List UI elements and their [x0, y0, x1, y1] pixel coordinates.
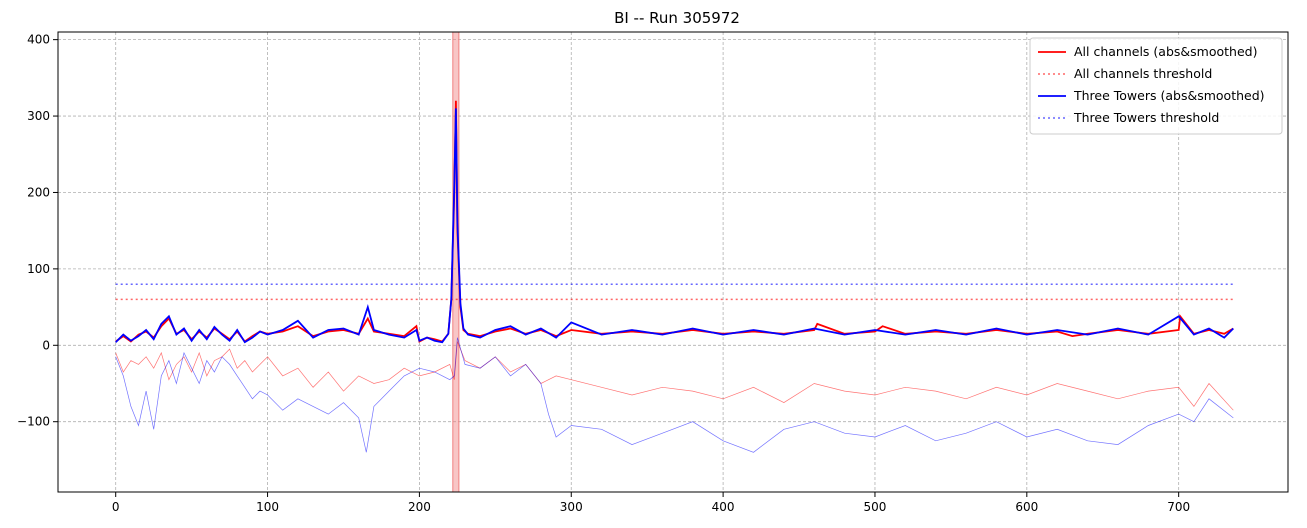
- legend-box: [1029, 37, 1283, 135]
- series-line-raw: [115, 337, 1234, 453]
- series-layer: [115, 100, 1234, 453]
- x-tick-label: 500: [864, 500, 887, 514]
- legend: All channels (abs&smoothed) All channels …: [1029, 37, 1283, 135]
- legend-label: Three Towers (abs&smoothed): [1073, 88, 1265, 103]
- y-tick-label: 0: [42, 338, 50, 352]
- legend-label: Three Towers threshold: [1073, 110, 1219, 125]
- x-tick-label: 100: [256, 500, 279, 514]
- series-line: [115, 100, 1234, 343]
- x-tick-label: 700: [1167, 500, 1190, 514]
- series-line: [115, 108, 1234, 344]
- x-tick-label: 400: [712, 500, 735, 514]
- x-axis: 0 100 200 300 400 500 600 700: [112, 492, 1190, 514]
- y-axis: −100 0 100 200 300 400: [17, 33, 58, 429]
- x-tick-label: 0: [112, 500, 120, 514]
- y-tick-label: 300: [27, 109, 50, 123]
- x-tick-label: 300: [560, 500, 583, 514]
- series-line-raw: [115, 341, 1234, 411]
- legend-label: All channels threshold: [1074, 66, 1212, 81]
- chart-title: BI -- Run 305972: [614, 9, 740, 27]
- legend-label: All channels (abs&smoothed): [1074, 44, 1257, 59]
- x-tick-label: 200: [408, 500, 431, 514]
- x-tick-label: 600: [1015, 500, 1038, 514]
- plot-frame: [57, 31, 1289, 493]
- y-tick-label: 200: [27, 185, 50, 199]
- y-tick-label: 400: [27, 33, 50, 47]
- y-tick-label: 100: [27, 262, 50, 276]
- y-tick-label: −100: [17, 415, 50, 429]
